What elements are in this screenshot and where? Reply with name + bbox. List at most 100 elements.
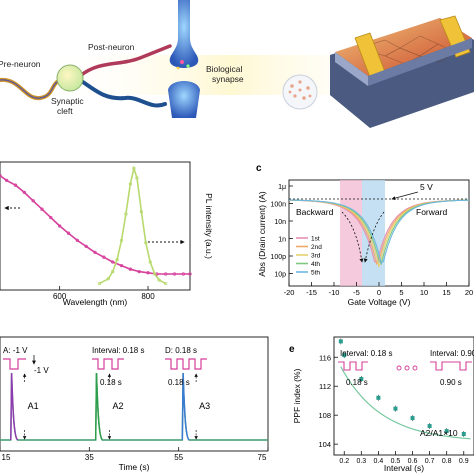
pre-neuron-axon-outline [0, 79, 63, 99]
data-point [164, 281, 168, 286]
synaptic-cleft-label: Synaptic cleft [51, 96, 86, 116]
data-point [115, 257, 119, 262]
tick-label: -20 [284, 288, 295, 297]
panel-c-y-ticks: 1μ 100n 10n 1n 100p 10p [270, 184, 293, 279]
data-point [58, 224, 62, 228]
ppf-point [427, 424, 432, 429]
label-e-interval-1: Interval: 0.18 s [340, 349, 392, 358]
panel-b-xlabel: Wavelength (nm) [63, 297, 128, 307]
synapse-line-1: Biological [206, 64, 242, 74]
ellipsis-dots [396, 365, 418, 371]
label-e-interval-2: Interval: 0.90 [430, 349, 474, 358]
spike-a1 [10, 372, 19, 441]
panel-b: 600 800 Wavelength (nm) PL intensity (a.u… [0, 161, 214, 307]
ppf-fit-curve [340, 366, 471, 440]
post-neuron-dendrite [78, 44, 172, 78]
data-point [135, 176, 139, 180]
annotation-5v: 5 V [420, 182, 433, 192]
panel-d-frame [0, 336, 269, 452]
data-point [146, 271, 150, 275]
data-point [119, 263, 124, 268]
data-point [172, 272, 177, 276]
data-point [124, 212, 128, 216]
data-point [188, 272, 192, 276]
data-point [144, 241, 148, 245]
label-interval: Interval: 0.18 s [92, 346, 144, 355]
pl-curve [99, 165, 167, 285]
tick-label: 1n [278, 237, 286, 244]
data-point [157, 278, 161, 282]
nanoparticles [288, 80, 312, 100]
spike-a3 [181, 372, 190, 441]
forward-arrow [363, 211, 385, 263]
panel-e-letter: e [289, 344, 295, 355]
ppf-points [338, 338, 466, 438]
panel-e-frame [333, 336, 474, 456]
annotation-forward: Forward [416, 207, 447, 217]
data-point [111, 269, 115, 274]
second-neuron [78, 78, 167, 108]
annotation-backward: Backward [296, 207, 334, 217]
epsc-trace [0, 372, 268, 441]
data-point [132, 166, 136, 171]
pulse-schematic-e2 [430, 361, 472, 371]
amp-label: A2 [112, 401, 123, 411]
panel-e: e Interval: 0.18 s 0.18 s Interval: 0.90… [289, 336, 474, 473]
data-point [153, 272, 157, 276]
ppf-point [342, 353, 347, 358]
legend-label: 1st [311, 236, 320, 243]
tick-label: 112 [319, 382, 331, 391]
panel-e-xlabel: Interval (s) [384, 463, 424, 473]
synapse-postsynaptic [168, 81, 200, 118]
tick-label: 20 [465, 288, 473, 297]
curve-markers [0, 166, 192, 286]
cleft-line-2: cleft [57, 106, 73, 116]
data-point [13, 183, 18, 187]
tick-label: 800 [141, 292, 155, 301]
nanoparticle-inset [282, 74, 318, 110]
synapse-presynaptic [169, 0, 199, 68]
ppf-point [393, 406, 398, 411]
panel-d-xlabel: Time (s) [119, 462, 150, 472]
data-point [111, 260, 115, 264]
data-point [181, 272, 186, 276]
synapse-line-2: synapse [212, 74, 244, 84]
panel-b-x-ticks: 600 800 [53, 286, 155, 301]
transfer-curves [288, 199, 470, 268]
transfer-curve [288, 199, 469, 265]
synaptic-cleft-bubble [56, 64, 84, 92]
ppf-formula: A2/A1×10 [420, 428, 458, 438]
label-gap-2: 0.18 s [168, 378, 190, 387]
ppf-point [376, 395, 381, 400]
data-point [49, 215, 53, 220]
vesicle [186, 64, 190, 68]
tick-label: 0.6 [408, 458, 418, 465]
tick-label: -10 [329, 288, 340, 297]
cleft-line-1: Synaptic [51, 96, 84, 106]
tick-label: 0.9 [459, 458, 469, 465]
tick-label: 0.3 [356, 458, 366, 465]
tick-label: 75 [258, 453, 267, 462]
panel-c-letter: c [256, 163, 262, 174]
tick-label: 0.8 [442, 458, 452, 465]
tick-label: 15 [442, 288, 450, 297]
spike-a2 [94, 372, 104, 441]
data-point [139, 209, 144, 214]
amp-label: A3 [199, 401, 210, 411]
data-point [4, 178, 9, 183]
post-neuron-label: Post-neuron [88, 42, 135, 52]
label-d: D: 0.18 s [165, 346, 197, 355]
panel-c-ylabel: Abs (Drain current) (A) [257, 191, 267, 277]
pulse-schematic-e1 [338, 361, 368, 371]
tick-label: 0.2 [339, 458, 349, 465]
tick-label: 10 [420, 288, 428, 297]
tick-label: 100n [270, 202, 286, 209]
ppf-point [338, 339, 343, 344]
vesicle [176, 66, 180, 70]
ppf-point [410, 416, 415, 421]
tick-label: -5 [353, 288, 360, 297]
ppf-point [461, 432, 466, 437]
